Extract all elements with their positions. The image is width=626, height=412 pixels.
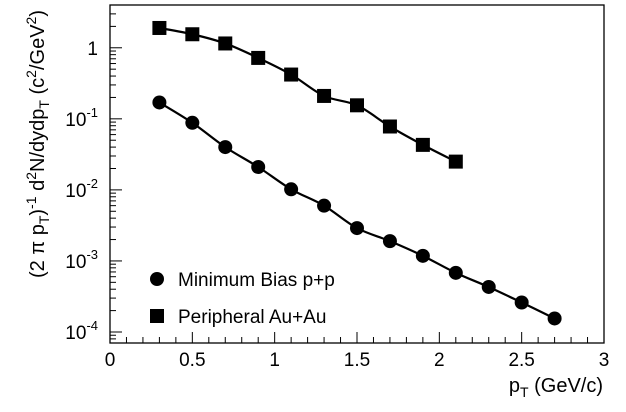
y-axis-title: (2 π pT)-1 d2N/dydpT (c2/GeV2) xyxy=(23,10,52,278)
y-tick-label: 10-1 xyxy=(65,105,98,131)
fit-curve-auau xyxy=(159,26,457,163)
data-point-pp xyxy=(448,265,463,280)
y-tick-label: 10-3 xyxy=(65,247,98,273)
data-point-auau xyxy=(218,36,233,51)
data-point-pp xyxy=(350,221,364,236)
data-point-pp xyxy=(152,95,167,110)
data-point-pp xyxy=(317,198,332,213)
data-point-pp xyxy=(547,311,562,326)
data-point-pp xyxy=(185,115,200,130)
y-tick-label: 1 xyxy=(87,39,98,60)
x-tick-label: 3 xyxy=(599,350,610,371)
data-point-auau xyxy=(415,137,430,152)
x-tick-label: 1 xyxy=(269,350,280,371)
x-tick-label: 2 xyxy=(434,350,445,371)
legend-label-auau: Peripheral Au+Au xyxy=(178,307,326,328)
x-tick-label: 2.5 xyxy=(508,350,534,371)
data-point-pp xyxy=(415,248,430,263)
y-tick-label: 10-4 xyxy=(65,318,98,344)
data-point-auau xyxy=(317,88,332,103)
x-tick-label: 0 xyxy=(105,350,116,371)
data-point-pp xyxy=(284,182,299,197)
legend: Minimum Bias p+p Peripheral Au+Au xyxy=(150,270,335,328)
plot-frame xyxy=(109,4,605,344)
legend-square-marker xyxy=(150,309,164,323)
data-point-auau xyxy=(382,119,397,134)
data-point-auau xyxy=(152,20,167,35)
y-tick-label: 10-2 xyxy=(65,176,98,202)
x-axis-title: pT (GeV/c) xyxy=(509,375,603,400)
data-point-pp xyxy=(218,140,233,155)
data-point-pp xyxy=(382,234,397,249)
legend-label-pp: Minimum Bias p+p xyxy=(178,270,335,291)
data-point-pp xyxy=(514,295,529,310)
data-point-auau xyxy=(284,67,299,82)
data-point-auau xyxy=(185,27,200,42)
data-point-auau xyxy=(251,50,266,65)
data-point-auau xyxy=(448,154,463,169)
legend-circle-marker xyxy=(150,272,164,286)
x-tick-label: 0.5 xyxy=(179,350,205,371)
x-tick-label: 1.5 xyxy=(344,350,370,371)
data-point-auau xyxy=(350,98,364,113)
data-point-pp xyxy=(481,279,496,294)
data-point-pp xyxy=(251,159,266,174)
